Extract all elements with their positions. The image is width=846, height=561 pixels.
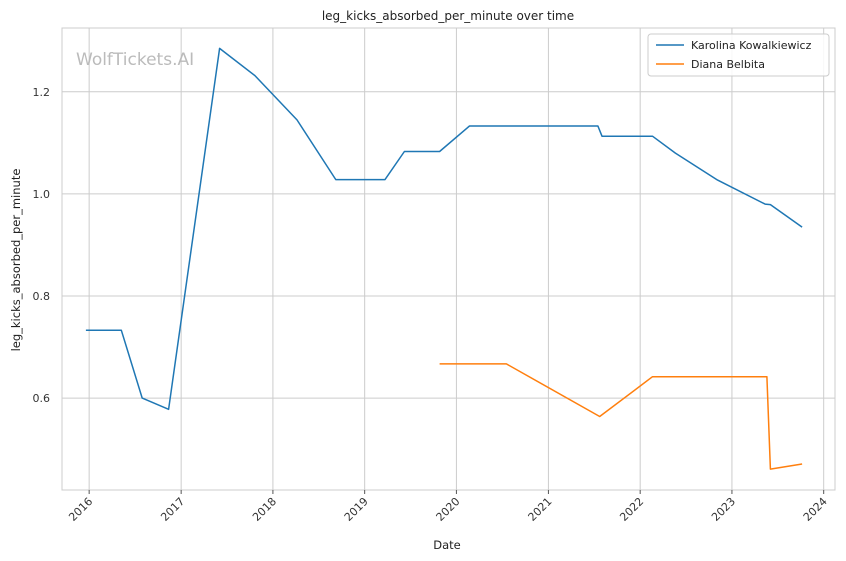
x-tick-label: 2022	[617, 495, 646, 524]
x-tick-label: 2019	[342, 495, 371, 524]
legend-label-karolina: Karolina Kowalkiewicz	[691, 39, 812, 52]
legend: Karolina Kowalkiewicz Diana Belbita	[647, 33, 830, 77]
x-tick-label: 2017	[158, 495, 187, 524]
series-line-karolina-kowalkiewicz	[85, 47, 803, 411]
y-tick-label: 0.8	[33, 290, 51, 303]
series-line-diana-belbita	[439, 363, 803, 470]
x-tick-label: 2020	[434, 495, 463, 524]
y-tick-label: 1.2	[33, 86, 51, 99]
x-tick-label: 2018	[250, 495, 279, 524]
plot-area	[61, 27, 836, 491]
y-axis-ticks: 0.6 0.8 1.0 1.2	[33, 86, 51, 405]
series-layer	[85, 47, 803, 470]
y-axis-label: leg_kicks_absorbed_per_minute	[9, 169, 23, 352]
x-tick-label: 2024	[801, 495, 830, 524]
y-tick-label: 1.0	[33, 188, 51, 201]
watermark: WolfTickets.AI	[76, 50, 194, 70]
grid	[62, 28, 835, 490]
x-axis-label: Date	[433, 538, 461, 552]
y-tick-label: 0.6	[33, 392, 51, 405]
x-tick-label: 2023	[709, 495, 738, 524]
x-axis-ticks: 2016 2017 2018 2019 2020 2021 2022 2023 2024	[66, 490, 830, 524]
x-tick-label: 2016	[66, 495, 95, 524]
legend-box	[647, 33, 830, 77]
legend-label-diana: Diana Belbita	[691, 58, 765, 71]
x-tick-label: 2021	[526, 495, 555, 524]
chart-title: leg_kicks_absorbed_per_minute over time	[322, 9, 574, 23]
